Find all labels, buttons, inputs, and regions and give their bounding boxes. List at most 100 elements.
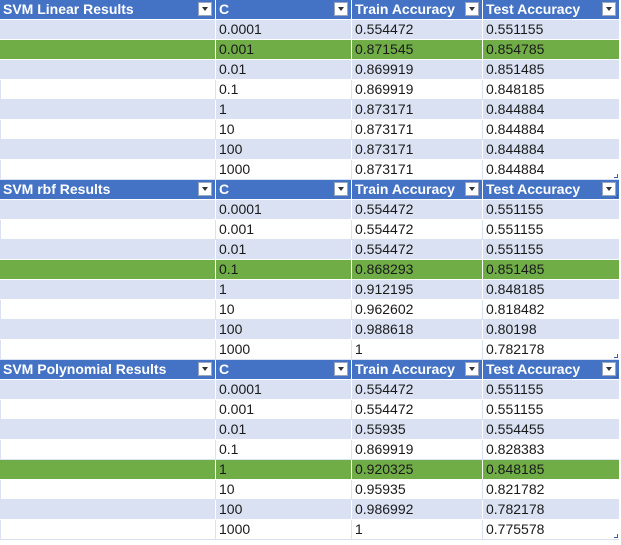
filter-dropdown-icon[interactable]	[602, 362, 616, 376]
empty-cell[interactable]	[0, 280, 216, 300]
test-accuracy-cell[interactable]: 0.551155	[483, 200, 619, 220]
empty-cell[interactable]	[0, 160, 216, 180]
table-resize-handle[interactable]	[614, 174, 618, 178]
empty-cell[interactable]	[0, 300, 216, 320]
test-accuracy-cell[interactable]: 0.848185	[483, 280, 619, 300]
test-accuracy-cell[interactable]: 0.775578	[483, 520, 619, 540]
test-accuracy-cell[interactable]: 0.844884	[483, 100, 619, 120]
test-accuracy-cell[interactable]: 0.551155	[483, 380, 619, 400]
empty-cell[interactable]	[0, 100, 216, 120]
table-resize-handle[interactable]	[614, 194, 618, 198]
table-resize-handle[interactable]	[614, 354, 618, 358]
empty-cell[interactable]	[0, 260, 216, 280]
test-accuracy-cell[interactable]: 0.551155	[483, 240, 619, 260]
train-accuracy-cell[interactable]: 0.554472	[352, 20, 483, 40]
empty-cell[interactable]	[0, 400, 216, 420]
train-accuracy-cell[interactable]: 0.554472	[352, 380, 483, 400]
test-accuracy-cell[interactable]: 0.818482	[483, 300, 619, 320]
train-accuracy-cell[interactable]: 0.962602	[352, 300, 483, 320]
empty-cell[interactable]	[0, 340, 216, 360]
train-accuracy-cell[interactable]: 1	[352, 340, 483, 360]
c-value-cell[interactable]: 1	[216, 280, 352, 300]
c-value-cell[interactable]: 1000	[216, 340, 352, 360]
empty-cell[interactable]	[0, 240, 216, 260]
test-accuracy-cell[interactable]: 0.844884	[483, 140, 619, 160]
test-accuracy-cell[interactable]: 0.551155	[483, 20, 619, 40]
filter-dropdown-icon[interactable]	[602, 182, 616, 196]
train-accuracy-cell[interactable]: 0.554472	[352, 200, 483, 220]
train-accuracy-cell[interactable]: 0.55935	[352, 420, 483, 440]
train-accuracy-cell[interactable]: 0.920325	[352, 460, 483, 480]
train-accuracy-cell[interactable]: 0.873171	[352, 160, 483, 180]
c-value-cell[interactable]: 10	[216, 480, 352, 500]
c-value-cell[interactable]: 1000	[216, 160, 352, 180]
filter-dropdown-icon[interactable]	[465, 2, 479, 16]
train-accuracy-cell[interactable]: 0.554472	[352, 240, 483, 260]
test-accuracy-cell[interactable]: 0.551155	[483, 220, 619, 240]
c-value-cell[interactable]: 0.0001	[216, 20, 352, 40]
train-accuracy-cell[interactable]: 0.554472	[352, 400, 483, 420]
test-accuracy-cell[interactable]: 0.554455	[483, 420, 619, 440]
train-accuracy-cell[interactable]: 0.988618	[352, 320, 483, 340]
train-accuracy-cell[interactable]: 0.869919	[352, 440, 483, 460]
c-value-cell[interactable]: 100	[216, 320, 352, 340]
train-accuracy-cell[interactable]: 0.869919	[352, 80, 483, 100]
test-accuracy-cell[interactable]: 0.782178	[483, 340, 619, 360]
test-accuracy-cell[interactable]: 0.848185	[483, 80, 619, 100]
empty-cell[interactable]	[0, 500, 216, 520]
test-accuracy-cell[interactable]: 0.848185	[483, 460, 619, 480]
c-value-cell[interactable]: 0.01	[216, 60, 352, 80]
test-accuracy-cell[interactable]: 0.851485	[483, 60, 619, 80]
train-accuracy-cell[interactable]: 0.912195	[352, 280, 483, 300]
empty-cell[interactable]	[0, 380, 216, 400]
c-value-cell[interactable]: 0.1	[216, 440, 352, 460]
test-accuracy-cell[interactable]: 0.821782	[483, 480, 619, 500]
train-accuracy-cell[interactable]: 0.95935	[352, 480, 483, 500]
empty-cell[interactable]	[0, 220, 216, 240]
c-value-cell[interactable]: 1	[216, 100, 352, 120]
empty-cell[interactable]	[0, 320, 216, 340]
c-value-cell[interactable]: 0.001	[216, 400, 352, 420]
train-accuracy-cell[interactable]: 0.871545	[352, 40, 483, 60]
test-accuracy-cell[interactable]: 0.828383	[483, 440, 619, 460]
test-accuracy-cell[interactable]: 0.851485	[483, 260, 619, 280]
c-value-cell[interactable]: 0.01	[216, 420, 352, 440]
c-value-cell[interactable]: 10	[216, 300, 352, 320]
filter-dropdown-icon[interactable]	[198, 2, 212, 16]
filter-dropdown-icon[interactable]	[334, 2, 348, 16]
c-value-cell[interactable]: 0.0001	[216, 380, 352, 400]
empty-cell[interactable]	[0, 420, 216, 440]
c-value-cell[interactable]: 100	[216, 500, 352, 520]
filter-dropdown-icon[interactable]	[334, 182, 348, 196]
empty-cell[interactable]	[0, 480, 216, 500]
empty-cell[interactable]	[0, 140, 216, 160]
train-accuracy-cell[interactable]: 0.873171	[352, 120, 483, 140]
c-value-cell[interactable]: 1	[216, 460, 352, 480]
c-value-cell[interactable]: 10	[216, 120, 352, 140]
empty-cell[interactable]	[0, 80, 216, 100]
train-accuracy-cell[interactable]: 0.554472	[352, 220, 483, 240]
table-resize-handle[interactable]	[614, 534, 618, 538]
test-accuracy-cell[interactable]: 0.854785	[483, 40, 619, 60]
empty-cell[interactable]	[0, 440, 216, 460]
train-accuracy-cell[interactable]: 1	[352, 520, 483, 540]
filter-dropdown-icon[interactable]	[465, 182, 479, 196]
train-accuracy-cell[interactable]: 0.868293	[352, 260, 483, 280]
filter-dropdown-icon[interactable]	[198, 182, 212, 196]
train-accuracy-cell[interactable]: 0.986992	[352, 500, 483, 520]
empty-cell[interactable]	[0, 60, 216, 80]
test-accuracy-cell[interactable]: 0.844884	[483, 120, 619, 140]
empty-cell[interactable]	[0, 460, 216, 480]
filter-dropdown-icon[interactable]	[602, 2, 616, 16]
c-value-cell[interactable]: 100	[216, 140, 352, 160]
empty-cell[interactable]	[0, 40, 216, 60]
c-value-cell[interactable]: 0.01	[216, 240, 352, 260]
train-accuracy-cell[interactable]: 0.869919	[352, 60, 483, 80]
c-value-cell[interactable]: 0.1	[216, 260, 352, 280]
c-value-cell[interactable]: 0.001	[216, 220, 352, 240]
test-accuracy-cell[interactable]: 0.782178	[483, 500, 619, 520]
empty-cell[interactable]	[0, 520, 216, 540]
c-value-cell[interactable]: 0.001	[216, 40, 352, 60]
empty-cell[interactable]	[0, 120, 216, 140]
train-accuracy-cell[interactable]: 0.873171	[352, 140, 483, 160]
